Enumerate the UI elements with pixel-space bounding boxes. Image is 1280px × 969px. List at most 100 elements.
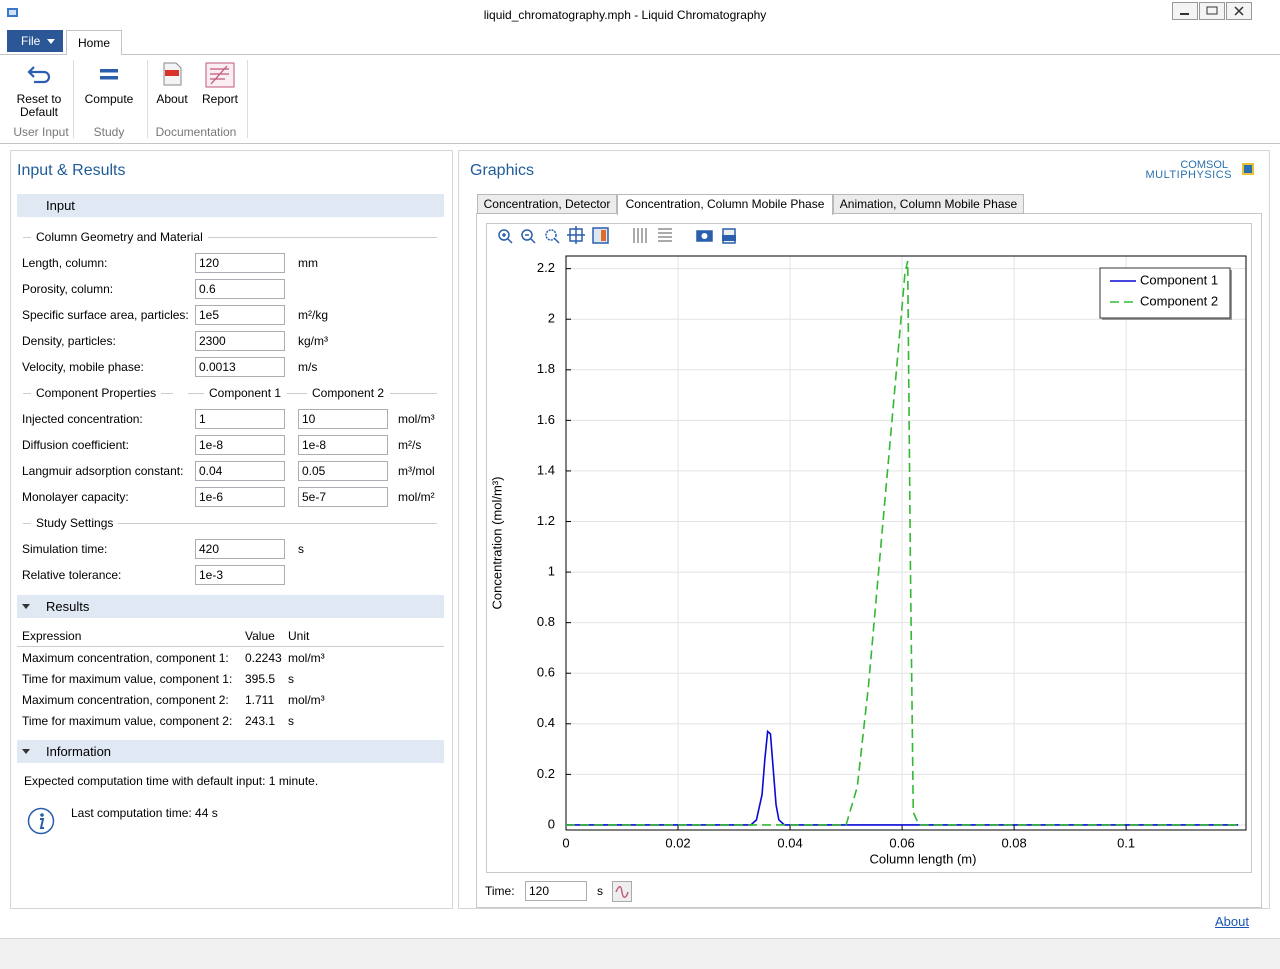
y-tick-label: 1.6 [537,412,555,427]
table-header: Value [245,628,275,644]
panel-title: Input & Results [17,163,126,179]
text-field[interactable]: 1e-6 [195,487,285,507]
text-field[interactable]: 1e-3 [195,565,285,585]
field-label: Velocity, mobile phase: [22,359,144,375]
graphics-tab[interactable]: Concentration, Detector [477,194,617,214]
y-tick-label: 0.8 [537,614,555,629]
field-label: Specific surface area, particles: [22,307,189,323]
plot-toolbar[interactable] [499,226,736,244]
section-heading: Information [46,744,111,760]
graphics-tab[interactable]: Concentration, Column Mobile Phase [617,194,833,215]
y-tick-label: 0.6 [537,665,555,680]
x-tick-label: 0.08 [1001,835,1026,850]
window-title: liquid_chromatography.mph - Liquid Chrom… [0,8,1250,22]
x-tick-label: 0.06 [889,835,914,850]
subsection-title: Column Geometry and Material [31,230,208,244]
play-button[interactable] [612,881,632,902]
text-field[interactable]: 1 [195,409,285,429]
text-field[interactable]: 120 [525,881,587,901]
table-cell: Maximum concentration, component 1: [22,650,229,666]
y-tick-label: 0.2 [537,766,555,781]
field-label: Relative tolerance: [22,567,121,583]
field-unit: mol/m³ [398,411,435,427]
text-field[interactable]: 1e-8 [195,435,285,455]
file-label: File [21,34,40,48]
logo-mark [1242,163,1254,175]
section-bar[interactable] [17,194,444,217]
text-field[interactable]: 5e-7 [298,487,388,507]
file-menu[interactable]: File [7,30,63,52]
collapse-arrow [22,749,30,754]
text-field[interactable]: 1e-8 [298,435,388,455]
home-tab[interactable]: Home [66,30,122,55]
status-bar [0,938,1280,969]
ribbon-button[interactable]: Compute [78,62,140,120]
pdf-icon [159,62,185,86]
field-unit: m/s [298,359,317,375]
rule [23,393,31,394]
table-cell: s [288,713,294,729]
table-cell: 243.1 [245,713,275,729]
text-field[interactable]: 1e5 [195,305,285,325]
text-field[interactable]: 0.04 [195,461,285,481]
plot-frame [566,256,1246,830]
y-tick-label: 0 [548,816,555,831]
y-tick-label: 1.4 [537,462,555,477]
y-tick-label: 2.2 [537,260,555,275]
text-field[interactable]: 0.6 [195,279,285,299]
field-unit: kg/m³ [298,333,328,349]
text-field[interactable]: 0.0013 [195,357,285,377]
rule [188,393,204,394]
graphics-tab[interactable]: Animation, Column Mobile Phase [833,194,1024,214]
text-field[interactable]: 120 [195,253,285,273]
rule [287,393,307,394]
table-cell: 395.5 [245,671,275,687]
report-icon [205,62,235,88]
info-glyph [27,807,55,835]
field-label: Simulation time: [22,541,107,557]
table-cell: Time for maximum value, component 2: [22,713,232,729]
button-label: Compute [78,93,140,106]
group-label: User Input [6,125,76,139]
text-field[interactable]: 0.05 [298,461,388,481]
about-link[interactable]: About [1215,914,1249,929]
table-cell: 1.711 [245,692,274,708]
text-field[interactable]: 2300 [195,331,285,351]
reset-icon [26,62,52,86]
compute-icon [96,62,122,86]
ribbon-button[interactable]: Reset to Default [8,62,70,120]
subsection-title: Study Settings [31,516,118,530]
text-field[interactable]: 420 [195,539,285,559]
x-tick-label: 0.02 [665,835,690,850]
field-label: Length, column: [22,255,107,271]
rule [23,523,31,524]
x-axis-label: Column length (m) [870,851,977,866]
table-header: Unit [288,628,309,644]
panel-title: Graphics [470,163,534,179]
y-tick-label: 1.2 [537,513,555,528]
subsection-heading: Component Properties [23,385,173,401]
field-unit: m²/s [398,437,421,453]
x-tick-label: 0.1 [1117,835,1135,850]
collapse-arrow [22,604,30,609]
button-label: Report [198,93,242,106]
field-label: Porosity, column: [22,281,113,297]
table-cell: Time for maximum value, component 1: [22,671,232,687]
legend-label: Component 1 [1140,272,1218,287]
table-cell: 0.2243 [245,650,282,666]
rule [23,237,31,238]
ribbon-button[interactable]: Report [198,62,242,120]
window-controls[interactable] [1172,2,1254,22]
field-unit: s [298,541,304,557]
group-separator [247,60,248,138]
subsection-heading: Study Settings [23,515,437,531]
subsection-title: Component Properties [31,386,161,400]
group-separator [73,60,74,138]
field-unit: mol/m² [398,489,435,505]
ribbon-button[interactable]: About [150,62,194,120]
text-field[interactable]: 10 [298,409,388,429]
table-cell: mol/m³ [288,650,325,666]
logo: MULTIPHYSICS [1146,170,1232,180]
field-label: Injected concentration: [22,411,143,427]
